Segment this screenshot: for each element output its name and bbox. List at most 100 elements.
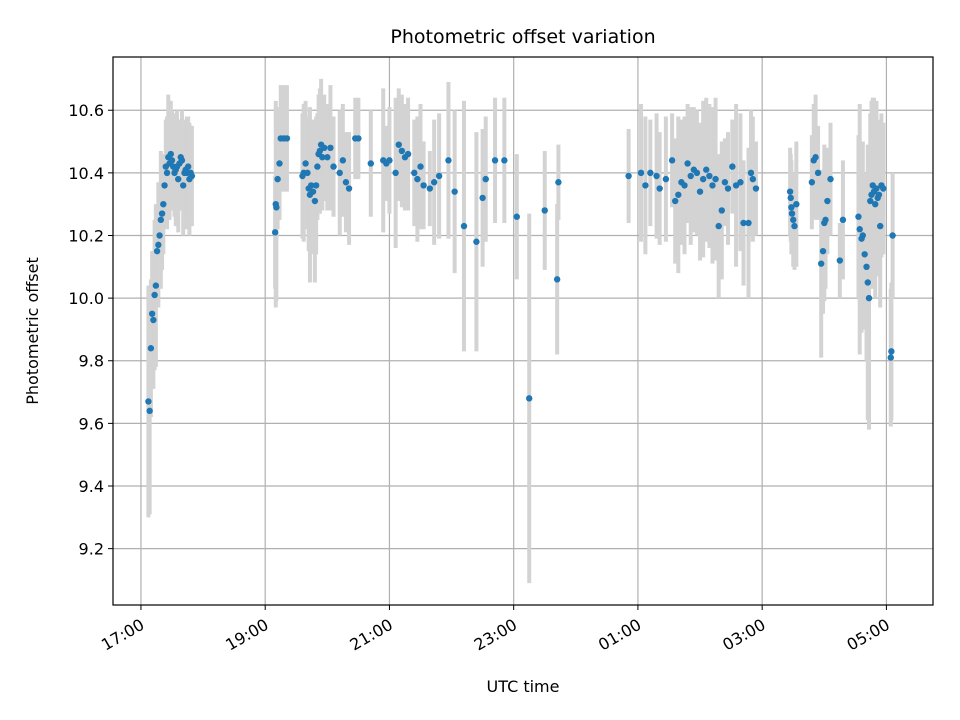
data-point [863, 263, 870, 271]
data-point [541, 207, 548, 214]
y-tick-label: 10.4 [68, 164, 104, 183]
data-point [491, 157, 499, 164]
data-point [706, 172, 713, 180]
data-point [167, 150, 174, 158]
data-point [812, 154, 819, 161]
data-point [435, 172, 443, 180]
data-point [312, 182, 320, 189]
data-point [445, 157, 452, 164]
data-point [855, 213, 862, 220]
data-point [875, 191, 883, 198]
data-point [712, 175, 719, 183]
data-point [311, 197, 319, 205]
data-point [671, 197, 679, 205]
y-tick-label: 10.0 [68, 289, 104, 308]
data-point [819, 247, 827, 255]
data-point [642, 182, 649, 189]
data-point [392, 169, 399, 177]
x-tick-label: 05:00 [844, 615, 893, 655]
data-point [398, 147, 406, 155]
data-point [790, 216, 797, 224]
data-point [319, 154, 326, 161]
y-tick-label: 10.6 [68, 101, 104, 120]
x-tick-label: 17:00 [98, 615, 147, 655]
axis-ticks: 17:00 19:00 21:00 23:00 01:00 03:00 05:00 9.2 9.… [68, 101, 893, 654]
data-point [865, 294, 873, 302]
data-point [703, 166, 710, 173]
data-point [304, 169, 311, 177]
data-point [420, 182, 427, 189]
data-point [653, 172, 660, 180]
data-point [861, 251, 868, 258]
data-point [693, 169, 701, 177]
data-point [355, 135, 362, 142]
x-tick-label: 19:00 [222, 615, 271, 655]
data-point [404, 150, 412, 158]
data-point [880, 185, 887, 192]
y-axis-label: Photometric offset [23, 257, 42, 405]
data-point [793, 200, 800, 208]
data-point [151, 291, 158, 299]
data-point [175, 175, 182, 183]
data-point [460, 222, 468, 230]
x-tick-label: 01:00 [595, 615, 644, 655]
data-point [283, 135, 291, 142]
data-point [153, 247, 161, 255]
data-point [752, 185, 760, 192]
data-point [699, 175, 707, 183]
data-point [188, 172, 196, 180]
error-bars [146, 78, 895, 584]
data-point [675, 191, 682, 198]
data-point [430, 179, 438, 186]
data-point [715, 222, 722, 230]
data-point [791, 222, 798, 230]
data-point [271, 229, 279, 236]
x-tick-label: 03:00 [719, 615, 768, 655]
data-point [721, 179, 729, 186]
data-point [147, 345, 155, 352]
data-point [681, 182, 688, 189]
data-point [873, 185, 880, 192]
data-point [864, 279, 871, 286]
plot-frame [112, 56, 934, 606]
data-point [274, 175, 281, 183]
data-point [808, 179, 816, 186]
data-point [737, 179, 744, 186]
data-point [367, 160, 375, 167]
data-point [152, 282, 160, 289]
data-point [887, 354, 894, 361]
data-point [307, 182, 315, 189]
data-point [513, 213, 520, 220]
data-point [888, 348, 895, 355]
data-point [724, 185, 732, 192]
data-point [749, 175, 757, 183]
data-point [146, 407, 153, 415]
data-point [822, 216, 829, 224]
y-tick-label: 9.2 [79, 540, 104, 559]
data-point [345, 185, 353, 192]
data-point [696, 188, 704, 195]
data-point [729, 163, 736, 170]
data-point [839, 216, 847, 224]
data-point [859, 232, 867, 239]
data-point [302, 160, 309, 167]
data-point [786, 188, 794, 195]
y-tick-label: 10.2 [68, 226, 104, 245]
data-point [451, 188, 458, 195]
data-point [889, 232, 896, 239]
x-axis-label: UTC time [487, 677, 560, 696]
y-tick-label: 9.8 [79, 352, 104, 371]
data-point [273, 204, 280, 211]
data-point [161, 182, 168, 189]
data-point [482, 175, 489, 183]
data-point [684, 160, 691, 167]
data-point [160, 200, 167, 208]
data-point [824, 197, 831, 205]
data-point [395, 141, 402, 148]
data-point [178, 157, 186, 164]
data-point [647, 169, 654, 177]
data-point [321, 144, 328, 152]
data-point [827, 175, 834, 183]
data-point [179, 182, 187, 189]
